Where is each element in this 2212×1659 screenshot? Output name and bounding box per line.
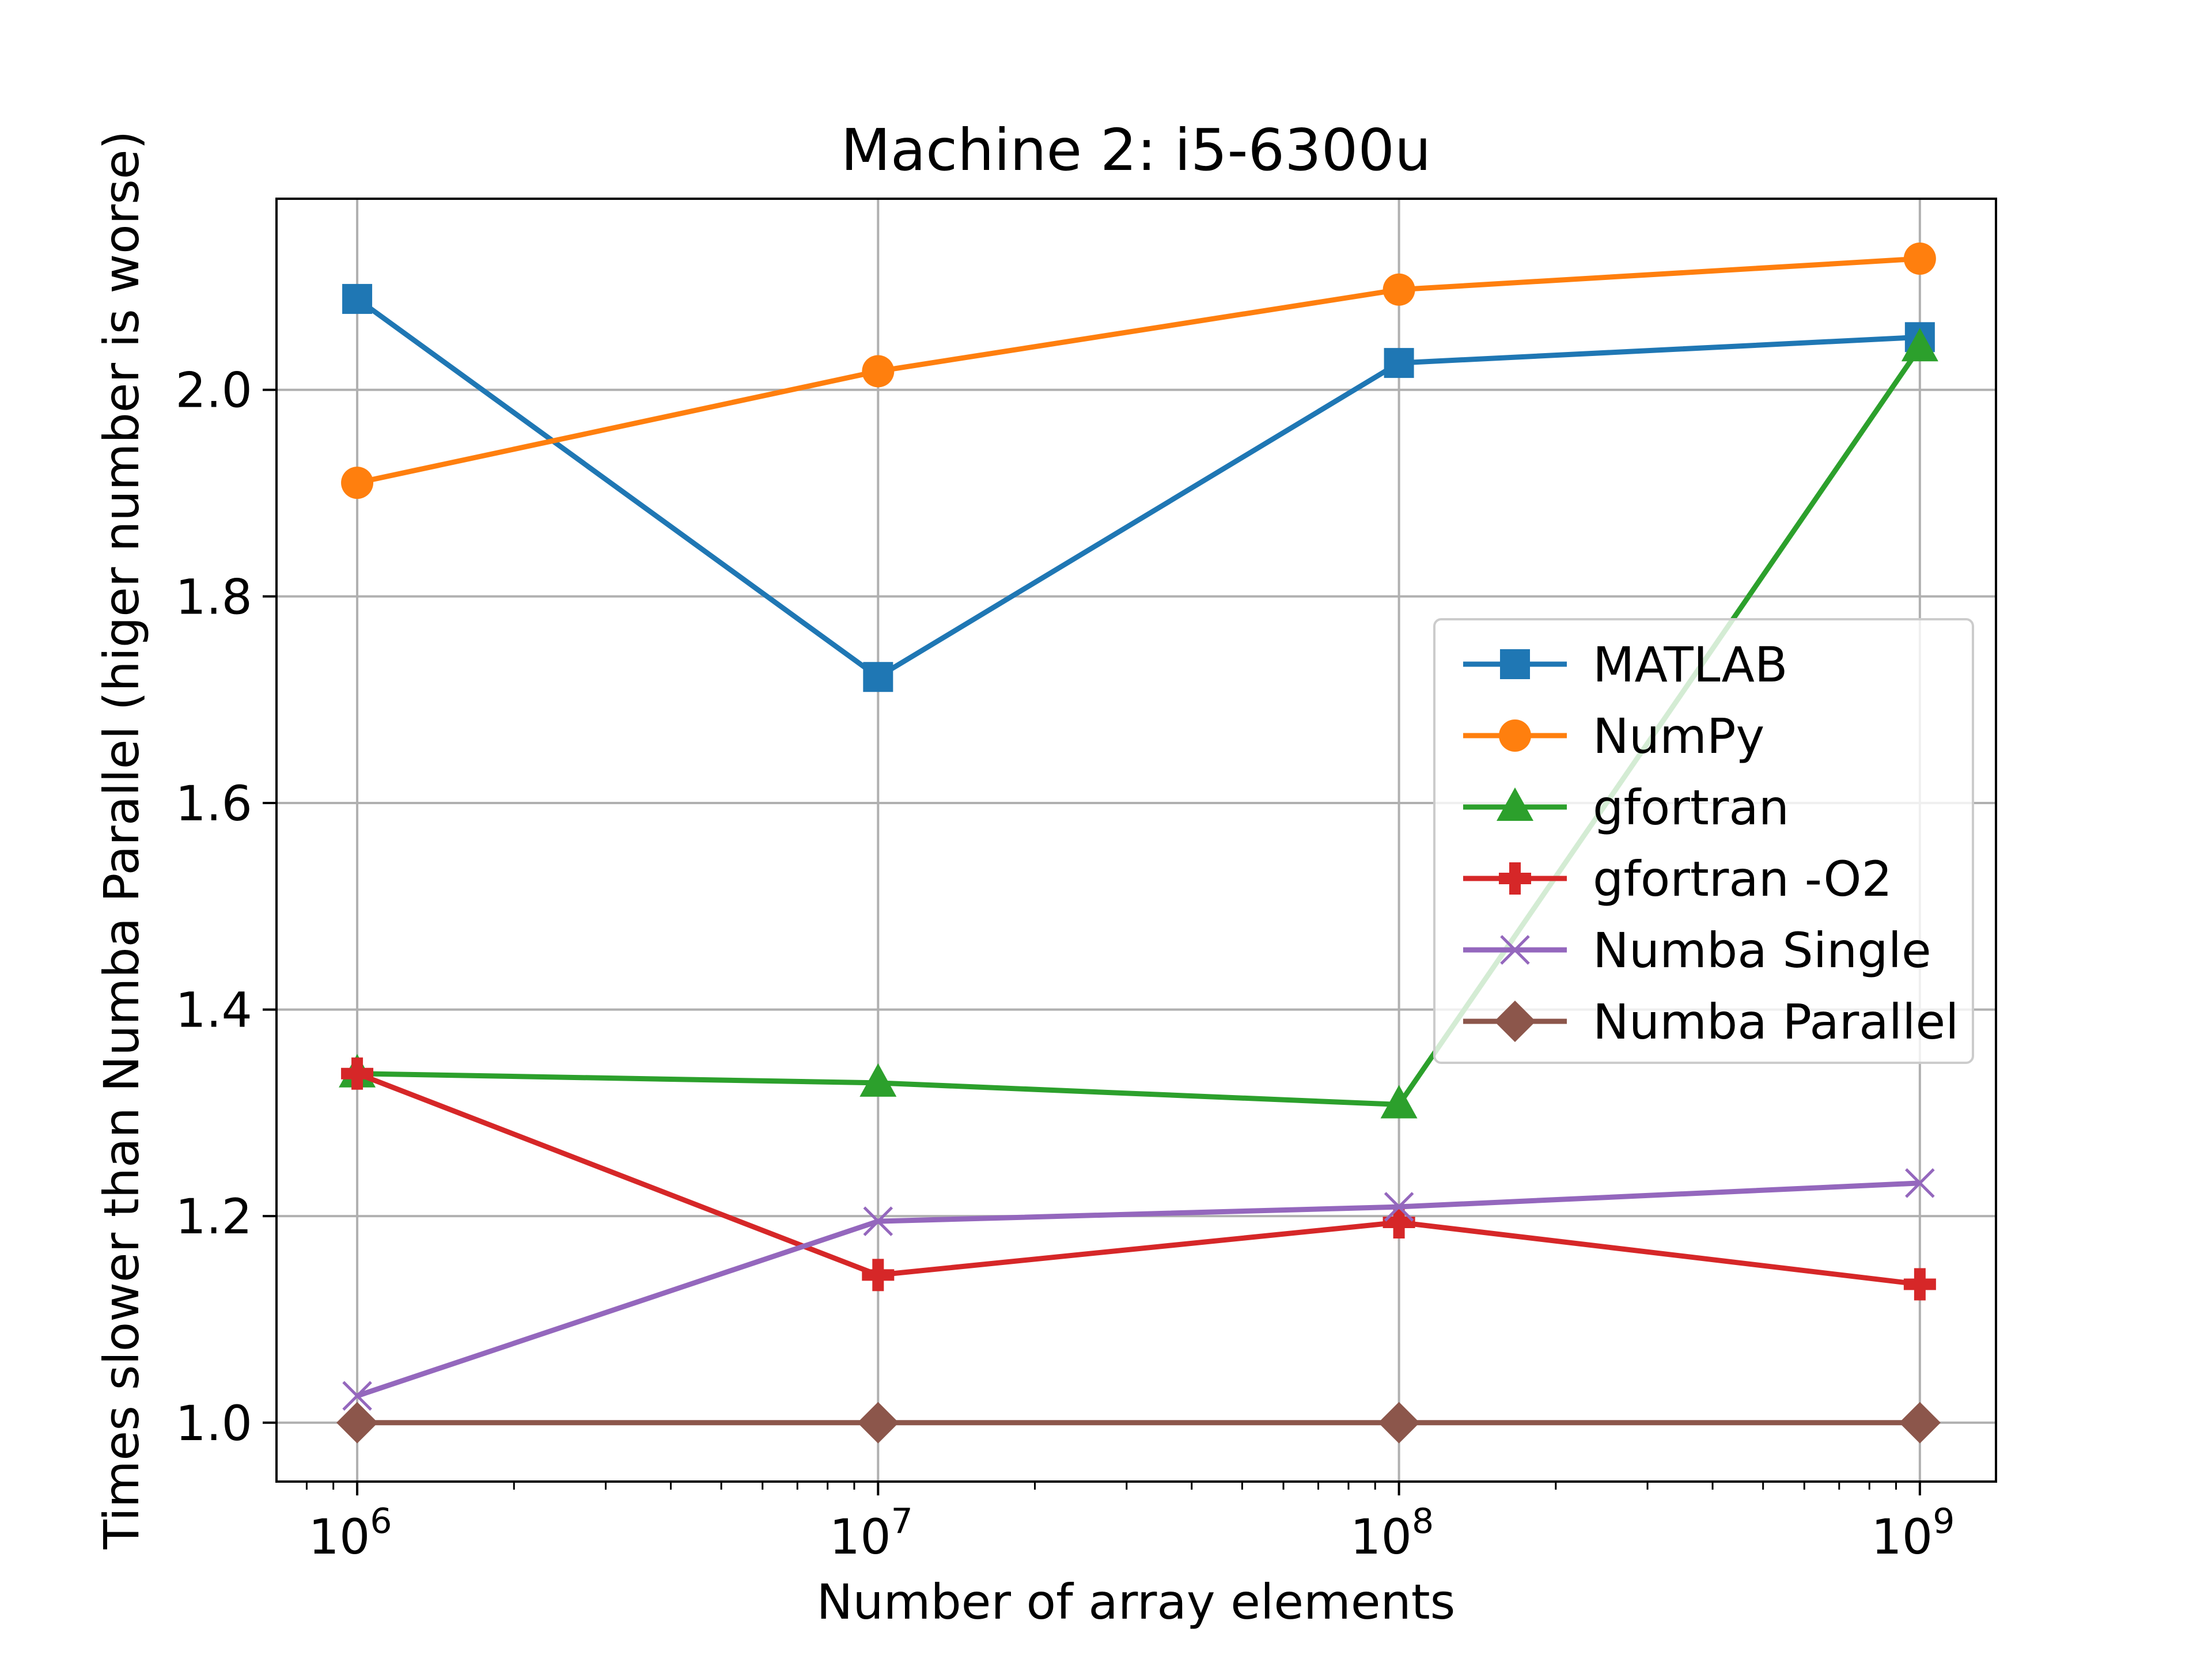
series-line-numpy xyxy=(357,256,1921,486)
series-numpy xyxy=(341,242,1936,499)
x-marker-stroke xyxy=(863,1206,893,1236)
legend-box xyxy=(1433,618,1974,1064)
series-line-numba-single xyxy=(356,1180,1921,1399)
data-point-numpy xyxy=(1382,273,1415,306)
series-line-gfortran-o2 xyxy=(356,1071,1921,1287)
x-tick-label: 107 xyxy=(830,1501,913,1565)
legend-label-numba-parallel: Numba Parallel xyxy=(1593,994,1959,1050)
legend-item-numba-single: Numba Single xyxy=(1463,922,1931,979)
series-gfortran-o2 xyxy=(341,1057,1936,1301)
series-line-matlab xyxy=(355,297,1921,680)
data-point-matlab xyxy=(863,662,893,692)
x-tick-label: 106 xyxy=(309,1501,392,1565)
data-point-gfortran-o2 xyxy=(341,1057,374,1090)
data-point-gfortran xyxy=(1901,328,1938,362)
data-point-numba-single xyxy=(863,1206,893,1236)
data-point-matlab xyxy=(342,283,373,314)
legend-marker-numpy xyxy=(1499,719,1531,752)
data-point-gfortran xyxy=(1380,1085,1418,1119)
y-tick-label: 1.8 xyxy=(175,569,252,625)
legend-marker-numba-single xyxy=(1500,935,1530,965)
legend-label-gfortran-o2: gfortran -O2 xyxy=(1593,851,1892,907)
y-tick-label: 1.2 xyxy=(175,1188,252,1245)
series-numba-parallel xyxy=(336,1402,1941,1444)
y-axis-label: Times slower than Numba Parallel (higer … xyxy=(93,131,150,1550)
data-point-numba-parallel xyxy=(1899,1402,1941,1444)
data-point-gfortran-o2 xyxy=(1382,1206,1415,1238)
legend-marker-matlab xyxy=(1500,649,1530,679)
data-point-numpy xyxy=(1903,242,1936,275)
legend-label-matlab: MATLAB xyxy=(1593,637,1788,693)
legend-item-numba-parallel: Numba Parallel xyxy=(1463,994,1959,1050)
y-tick-label: 1.0 xyxy=(175,1395,252,1452)
legend-marker-numba-parallel xyxy=(1494,1001,1536,1042)
data-point-numba-parallel xyxy=(336,1402,378,1444)
legend: MATLAB NumPy gfortran gfortran -O2 Numba Sin… xyxy=(1433,618,1974,1064)
legend-item-matlab: MATLAB xyxy=(1463,637,1788,693)
y-tick-label: 1.6 xyxy=(175,775,252,832)
legend-label-gfortran: gfortran xyxy=(1593,779,1789,836)
legend-item-gfortran: gfortran xyxy=(1463,779,1789,836)
data-point-numba-single xyxy=(342,1381,372,1411)
data-point-gfortran-o2 xyxy=(1903,1268,1936,1301)
x-tick-label: 109 xyxy=(1871,1501,1955,1565)
data-point-numba-parallel xyxy=(857,1402,899,1444)
series-numba-single xyxy=(342,1168,1935,1411)
x-marker-stroke xyxy=(342,1381,372,1411)
y-tick-label: 1.4 xyxy=(175,982,252,1039)
legend-marker-gfortran-o2 xyxy=(1499,862,1531,895)
data-point-numpy xyxy=(862,355,895,388)
data-point-numpy xyxy=(341,467,374,499)
data-point-gfortran xyxy=(859,1063,897,1097)
legend-item-gfortran-o2: gfortran -O2 xyxy=(1463,851,1892,907)
data-point-gfortran-o2 xyxy=(862,1259,895,1291)
data-point-numba-single xyxy=(1905,1168,1935,1198)
x-tick-label: 108 xyxy=(1350,1501,1434,1565)
data-point-numba-single xyxy=(1384,1192,1414,1222)
series-layer xyxy=(336,242,1941,1444)
chart-title: Machine 2: i5-6300u xyxy=(841,116,1431,184)
data-point-numba-parallel xyxy=(1378,1402,1420,1444)
x-marker-stroke xyxy=(1500,935,1530,965)
x-marker-stroke xyxy=(1384,1192,1414,1222)
legend-marker-gfortran xyxy=(1497,787,1533,821)
legend-item-numpy: NumPy xyxy=(1463,708,1764,764)
axis-ticks: 106 107 108 109 1.0 1.2 1.4 1.6 1.8 2.0 xyxy=(175,362,1955,1565)
x-marker-stroke xyxy=(1905,1168,1935,1198)
x-axis-label: Number of array elements xyxy=(817,1574,1456,1630)
legend-label-numba-single: Numba Single xyxy=(1593,922,1931,979)
data-point-matlab xyxy=(1384,348,1414,378)
y-tick-label: 2.0 xyxy=(175,362,252,419)
plot-area-frame xyxy=(275,198,1997,1483)
legend-label-numpy: NumPy xyxy=(1593,708,1764,764)
